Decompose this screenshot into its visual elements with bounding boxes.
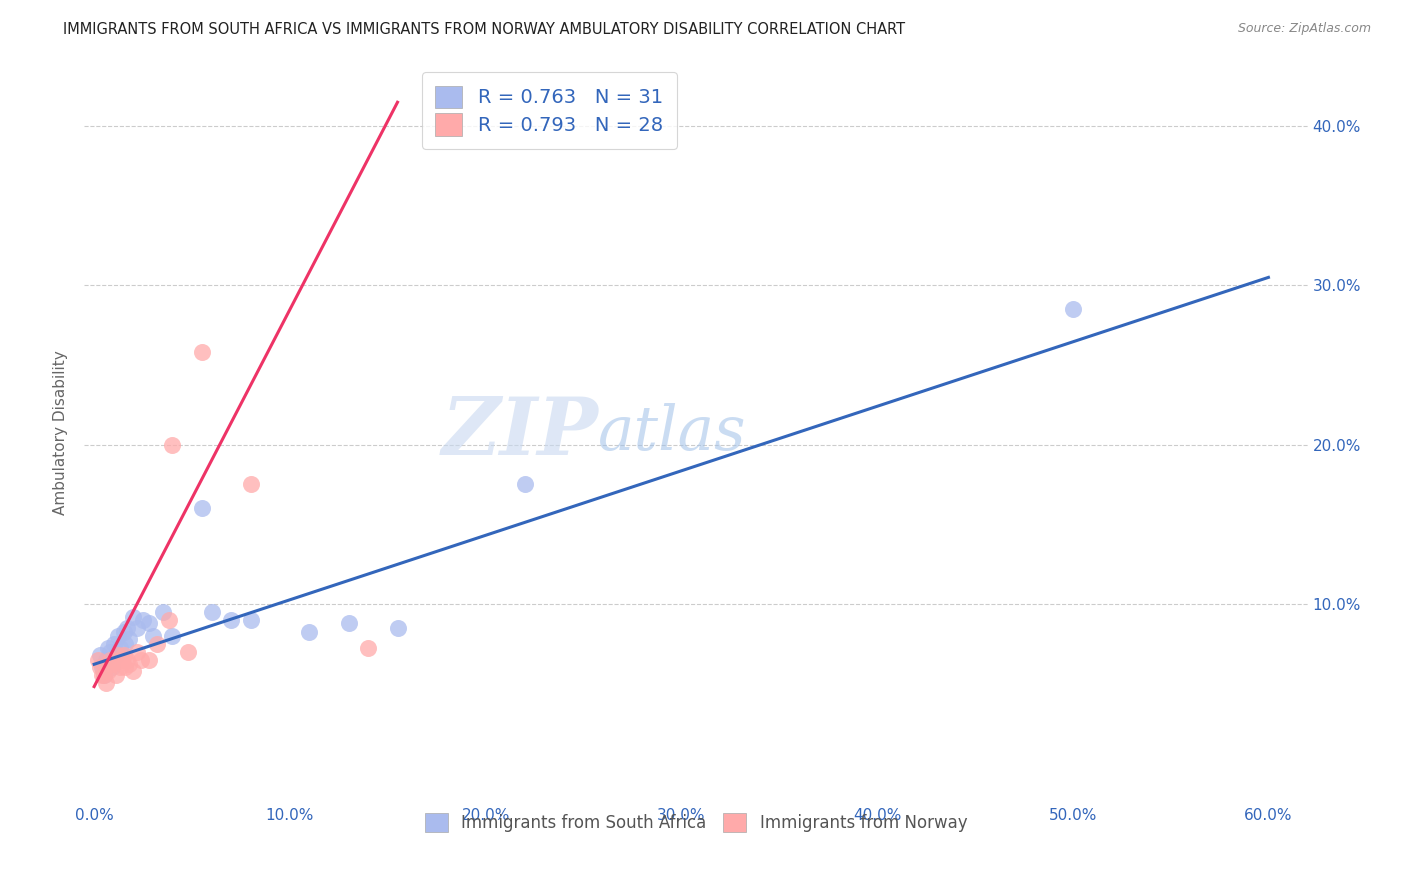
Point: [104, 648, 127, 662]
Point: [162, 629, 184, 643]
Point: [108, 641, 131, 656]
Text: Source: ZipAtlas.com: Source: ZipAtlas.com: [1237, 22, 1371, 36]
Point: [157, 613, 180, 627]
Point: [110, 652, 132, 666]
Point: [104, 668, 127, 682]
Point: [118, 632, 141, 646]
Point: [107, 648, 129, 662]
Point: [89, 660, 111, 674]
Point: [122, 664, 145, 678]
Point: [219, 613, 242, 627]
Point: [114, 660, 136, 674]
Point: [357, 641, 380, 656]
Point: [94, 652, 117, 666]
Point: [108, 660, 131, 674]
Point: [112, 648, 135, 662]
Point: [98, 652, 121, 666]
Point: [100, 660, 122, 674]
Point: [146, 637, 169, 651]
Point: [103, 652, 125, 666]
Point: [387, 621, 409, 635]
Point: [114, 637, 136, 651]
Point: [97, 664, 120, 678]
Point: [132, 613, 155, 627]
Point: [100, 657, 122, 672]
Point: [298, 625, 321, 640]
Text: atlas: atlas: [598, 402, 747, 463]
Point: [162, 437, 184, 451]
Point: [138, 652, 160, 666]
Point: [239, 613, 262, 627]
Point: [97, 641, 120, 656]
Point: [513, 477, 536, 491]
Point: [87, 652, 110, 666]
Point: [177, 644, 200, 658]
Point: [337, 615, 360, 630]
Point: [91, 668, 114, 682]
Point: [191, 501, 214, 516]
Point: [127, 644, 149, 658]
Y-axis label: Ambulatory Disability: Ambulatory Disability: [53, 351, 69, 515]
Point: [94, 676, 117, 690]
Point: [103, 637, 125, 651]
Point: [129, 652, 152, 666]
Point: [117, 621, 139, 635]
Point: [138, 615, 160, 630]
Point: [89, 648, 111, 662]
Point: [117, 652, 139, 666]
Point: [152, 605, 174, 619]
Text: IMMIGRANTS FROM SOUTH AFRICA VS IMMIGRANTS FROM NORWAY AMBULATORY DISABILITY COR: IMMIGRANTS FROM SOUTH AFRICA VS IMMIGRAN…: [63, 22, 905, 37]
Point: [122, 609, 145, 624]
Point: [200, 605, 222, 619]
Point: [107, 629, 129, 643]
Point: [93, 668, 115, 682]
Legend: Immigrants from South Africa, Immigrants from Norway: Immigrants from South Africa, Immigrants…: [418, 806, 974, 838]
Point: [93, 668, 115, 682]
Point: [239, 477, 262, 491]
Text: ZIP: ZIP: [441, 394, 598, 471]
Point: [118, 657, 141, 672]
Point: [191, 345, 214, 359]
Point: [91, 660, 114, 674]
Point: [127, 621, 149, 635]
Point: [112, 625, 135, 640]
Point: [98, 644, 121, 658]
Point: [1062, 302, 1084, 317]
Point: [142, 629, 165, 643]
